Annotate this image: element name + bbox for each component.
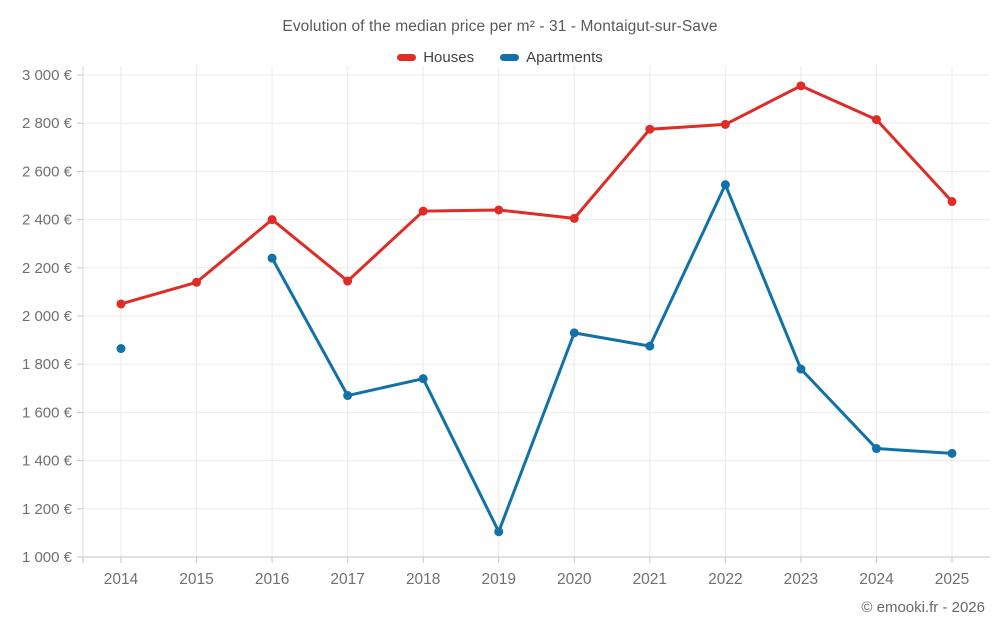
apartments-point-2019[interactable]	[494, 527, 504, 537]
houses-point-2025[interactable]	[947, 197, 957, 207]
houses-point-2016[interactable]	[267, 215, 277, 225]
y-axis-label: 3 000 €	[22, 67, 73, 84]
x-axis-label: 2014	[104, 571, 139, 588]
houses-line	[119, 84, 954, 306]
y-axis-label: 1 400 €	[22, 453, 73, 470]
apartments-point-2024[interactable]	[871, 444, 881, 454]
houses-swatch-icon	[397, 53, 417, 61]
x-axis-label: 2018	[406, 571, 440, 588]
houses-point-2019[interactable]	[494, 205, 504, 215]
y-axis-label: 1 000 €	[22, 549, 73, 566]
houses-point-2024[interactable]	[871, 115, 881, 125]
houses-point-2020[interactable]	[569, 213, 579, 223]
y-axis-label: 2 400 €	[22, 212, 73, 229]
y-axis-label: 2 000 €	[22, 308, 73, 325]
apartments-point-2020[interactable]	[569, 328, 579, 338]
x-axis-label: 2024	[859, 571, 894, 588]
x-axis-label: 2021	[633, 571, 667, 588]
x-axis-label: 2025	[935, 571, 969, 588]
houses-point-2017[interactable]	[343, 276, 353, 286]
apartments-point-2014[interactable]	[116, 344, 126, 354]
y-axis-label: 2 600 €	[22, 163, 73, 180]
houses-point-2022[interactable]	[720, 119, 730, 129]
y-axis-label: 1 800 €	[22, 356, 73, 373]
x-axis-label: 2015	[179, 571, 213, 588]
x-axis-label: 2022	[708, 571, 742, 588]
y-axis-label: 2 200 €	[22, 260, 73, 277]
apartments-point-2025[interactable]	[947, 448, 957, 458]
apartments-swatch-icon	[500, 53, 520, 61]
x-axis-label: 2020	[557, 571, 592, 588]
apartments-point-2017[interactable]	[343, 391, 353, 401]
x-axis-label: 2016	[255, 571, 289, 588]
apartments-point-2018[interactable]	[418, 374, 428, 384]
houses-point-2015[interactable]	[192, 277, 202, 287]
houses-point-2018[interactable]	[418, 206, 428, 216]
apartments-line	[270, 183, 954, 534]
apartments-point-2022[interactable]	[720, 180, 730, 190]
apartments-point-2021[interactable]	[645, 341, 655, 351]
houses-point-2023[interactable]	[796, 81, 806, 91]
houses-point-2021[interactable]	[645, 124, 655, 134]
y-axis-label: 1 600 €	[22, 404, 73, 421]
apartments-point-2016[interactable]	[267, 253, 277, 263]
legend-item-apartments[interactable]: Apartments	[500, 49, 603, 66]
x-axis-label: 2023	[784, 571, 818, 588]
chart-legend: Houses Apartments	[0, 46, 1000, 68]
copyright-credit[interactable]: © emooki.fr - 2026	[861, 599, 985, 616]
houses-point-2014[interactable]	[116, 299, 126, 309]
y-axis-label: 1 200 €	[22, 501, 73, 518]
legend-item-houses[interactable]: Houses	[397, 49, 474, 66]
x-axis-label: 2019	[481, 571, 515, 588]
legend-label-houses: Houses	[423, 48, 475, 66]
x-axis-label: 2017	[330, 571, 364, 588]
apartments-point-2023[interactable]	[796, 364, 806, 374]
chart-title: Evolution of the median price per m² - 3…	[282, 18, 718, 35]
y-axis-label: 2 800 €	[22, 115, 73, 132]
legend-label-apartments: Apartments	[526, 48, 603, 66]
